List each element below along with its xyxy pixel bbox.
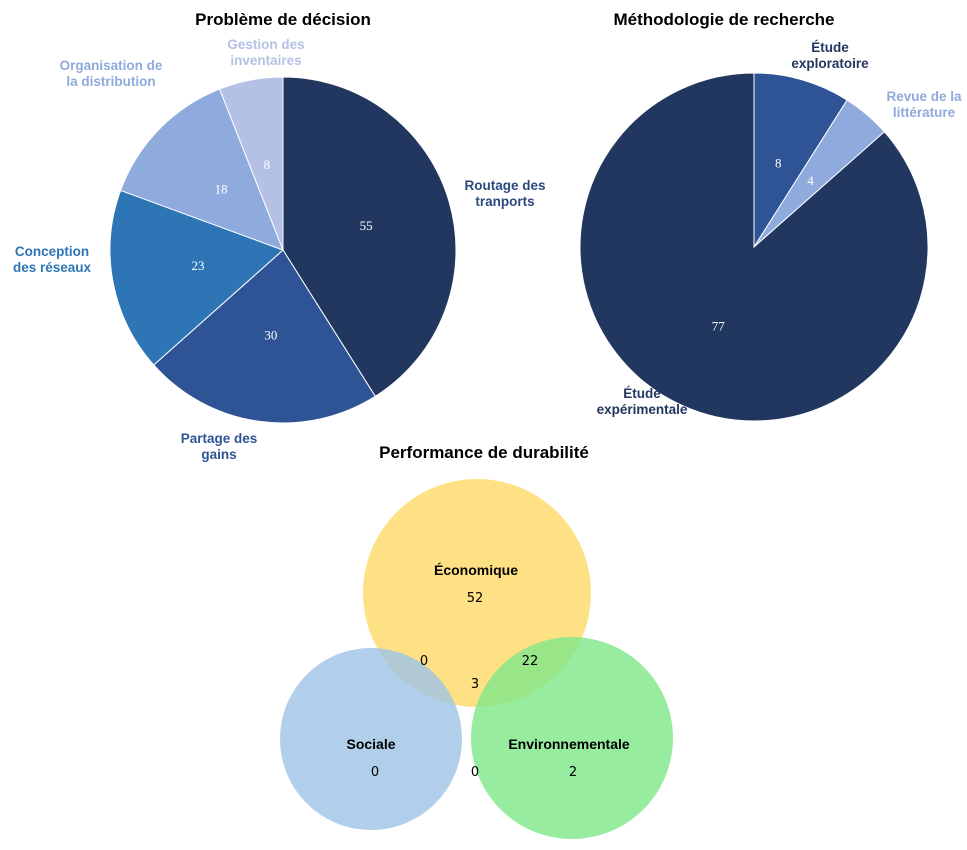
pie2-value-label-1: 4 [807, 173, 814, 188]
pie1-value-label-1: 30 [264, 328, 277, 343]
venn-value-economique-environnementale: 22 [522, 654, 539, 669]
pie1-value-label-4: 8 [264, 157, 271, 172]
pie1-category-labels: Routage des tranports Partage des gains Conc… [13, 37, 546, 462]
pie2-title: Méthodologie de recherche [613, 10, 834, 29]
pie2-value-label-2: 77 [712, 318, 726, 333]
venn-value-sociale: 0 [371, 765, 379, 780]
pie1-slice-1 [153, 249, 376, 424]
venn-set-name-economique: Économique [434, 562, 518, 578]
pie1-value-label-3: 18 [215, 182, 228, 197]
pie2-category-labels: Étude exploratoire Revue de la littérature É… [597, 40, 962, 417]
venn-title: Performance de durabilité [379, 443, 589, 462]
venn-circles [280, 479, 673, 839]
pie1-title: Problème de décision [195, 10, 371, 29]
pie1-category-label-0: Routage des tranports [464, 178, 545, 209]
venn-circle-1 [280, 648, 462, 830]
venn-set-name-environnementale: Environnementale [508, 736, 630, 752]
venn-value-environnementale: 2 [569, 765, 577, 780]
pie1-category-label-4: Gestion des inventaires [227, 37, 304, 68]
pie1-slice-4 [218, 76, 284, 251]
pie1-category-label-3: Organisation de la distribution [60, 58, 163, 89]
pie1-slice-0 [282, 76, 457, 398]
pie1-slice-3 [119, 88, 284, 251]
pie1-value-label-0: 55 [360, 218, 373, 233]
venn-value-sociale-environnementale: 0 [471, 765, 479, 780]
pie1-value-label-2: 23 [192, 258, 205, 273]
venn-value-all-three: 3 [471, 677, 479, 692]
pie2-category-label-2: Étude expérimentale [597, 386, 688, 417]
venn-circle-2 [471, 637, 673, 839]
venn-value-economique-sociale: 0 [420, 654, 428, 669]
pie1-slice-2 [109, 189, 284, 366]
pie2-slice-0 [753, 72, 848, 249]
venn-value-economique: 52 [467, 591, 484, 606]
venn-set-name-sociale: Sociale [346, 736, 395, 752]
venn-labels: Économique 52 Sociale 0 Environnementale 2 0 22… [346, 562, 629, 780]
pie1-slices [109, 76, 457, 424]
pie2-value-label-0: 8 [775, 155, 782, 170]
pie2-slices [579, 72, 929, 422]
pie2-category-label-0: Étude exploratoire [791, 40, 869, 71]
pie2-slice-2 [579, 72, 929, 422]
pie1-category-label-2: Conception des réseaux [13, 244, 92, 275]
pie2-value-labels: 8 4 77 [712, 155, 814, 333]
pie2-category-label-1: Revue de la littérature [886, 89, 962, 120]
pie1-value-labels: 55 30 23 18 8 [192, 157, 373, 343]
pie1-category-label-1: Partage des gains [181, 431, 258, 462]
